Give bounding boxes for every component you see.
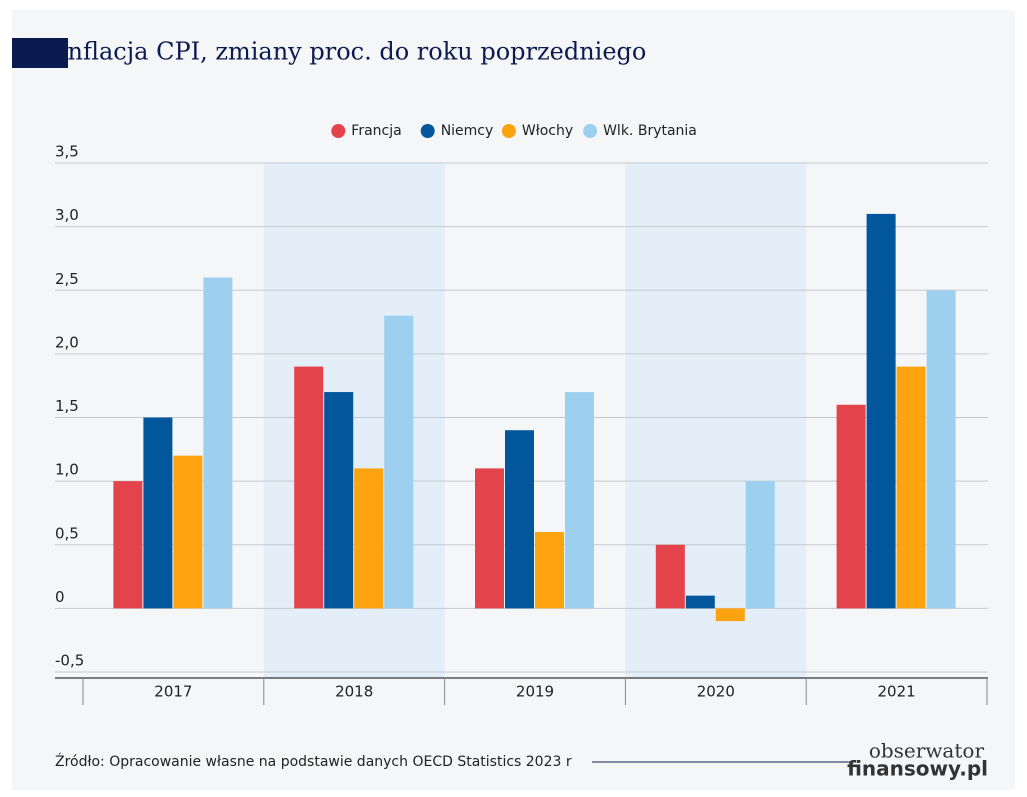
x-tick-label: 2020 [697, 683, 735, 701]
bar [655, 544, 685, 609]
bar [354, 468, 384, 609]
band-shade [263, 163, 445, 678]
bar [294, 366, 324, 609]
y-tick-label: 3,5 [55, 143, 79, 161]
bar [715, 608, 745, 622]
y-tick-label: -0,5 [55, 652, 84, 670]
bar [324, 392, 354, 609]
bar [143, 417, 173, 609]
bar [113, 481, 143, 609]
y-tick-label: 1,5 [55, 397, 79, 415]
y-tick-label: 3,0 [55, 206, 79, 224]
bar [535, 532, 564, 609]
y-tick-label: 1,0 [55, 461, 79, 479]
y-tick-label: 0,5 [55, 524, 79, 542]
bar [896, 366, 926, 609]
legend-label: Włochy [522, 123, 573, 139]
title-block [12, 38, 68, 68]
x-tick-label: 2019 [516, 683, 554, 701]
legend-marker [331, 124, 346, 138]
legend-marker [501, 124, 516, 138]
bar [866, 213, 896, 609]
x-tick-label: 2021 [878, 683, 916, 701]
y-tick-label: 2,5 [55, 270, 79, 288]
band-shade [625, 163, 807, 678]
legend-marker [583, 124, 598, 138]
y-tick-label: 2,0 [55, 333, 79, 351]
x-tick-label: 2018 [335, 683, 373, 701]
panel [12, 10, 1015, 790]
bar [203, 277, 233, 609]
bar [836, 404, 866, 609]
bar [505, 430, 534, 609]
bar [384, 315, 414, 609]
chart-title: Inflacja CPI, zmiany proc. do roku poprz… [58, 38, 646, 66]
bar [685, 595, 715, 609]
bar [926, 290, 956, 609]
bar [173, 455, 203, 609]
plot: -0,5 0 0,5 1,0 1,5 2,0 2,5 3,0 3,5 2017 2018 2019 20… [55, 123, 988, 705]
legend-label: Wlk. Brytania [603, 123, 697, 139]
source: Źródło: Opracowanie własne na podstawie … [55, 752, 572, 770]
bar [565, 392, 594, 609]
x-tick-label: 2017 [154, 683, 192, 701]
bar [475, 468, 504, 609]
logo-bottom: finansowy.pl [847, 757, 988, 781]
bar [745, 481, 775, 609]
legend-marker [420, 124, 435, 138]
y-tick-label: 0 [55, 588, 65, 606]
legend-label: Francja [351, 123, 401, 139]
legend-label: Niemcy [441, 123, 494, 139]
logo-top: obserwator [869, 739, 985, 763]
